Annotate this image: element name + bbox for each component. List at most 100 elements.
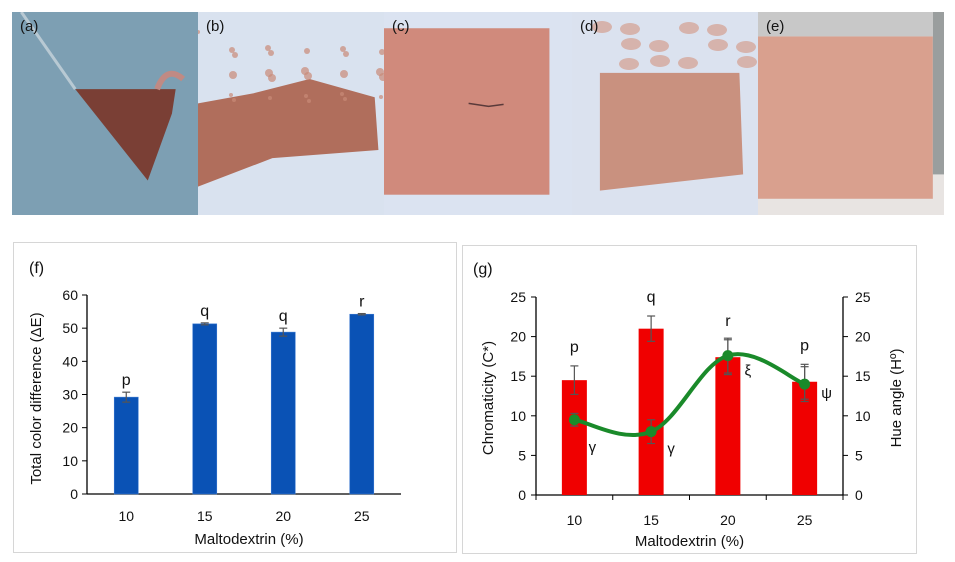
powder-speck [198, 30, 200, 34]
powder-speck [737, 56, 757, 68]
powder-speck [232, 98, 236, 102]
hue-angle-point [645, 426, 657, 438]
significance-letter: r [725, 313, 731, 330]
sample-photo-image [758, 12, 944, 215]
hue-angle-line [572, 352, 807, 438]
chart-total-color-difference: 0 10 20 30 40 50 60 p 10 q 15 q 20 r 25 Maltodextrin (%… [28, 287, 401, 548]
x-tick-label: 25 [354, 508, 370, 524]
y-tick-label: 40 [62, 353, 78, 369]
hue-significance-letter: ψ [821, 385, 832, 402]
sample-photo: (e) [758, 12, 944, 215]
x-tick-label: 10 [118, 508, 134, 524]
powder-speck [620, 23, 640, 35]
panel-label-f: (f) [29, 260, 45, 277]
powder-speck [650, 55, 670, 67]
powder-speck [301, 67, 309, 75]
hue-angle-point [722, 350, 734, 362]
y2-tick-label: 5 [855, 447, 863, 463]
y-tick-label: 10 [62, 453, 78, 469]
chart-panel-chromaticity-hue: (g) 0 5 10 15 20 25 0 5 10 15 20 25 p 10 q 15 r 20 p 25 γ γ ξ ψ… [462, 245, 917, 554]
sample-photo: (c) [384, 12, 572, 215]
powder-speck [379, 95, 383, 99]
crack [468, 102, 504, 108]
significance-letter: p [800, 337, 809, 354]
powder-speck [268, 96, 272, 100]
y-tick-label: 0 [518, 487, 526, 503]
bar [270, 331, 296, 495]
powder-speck [708, 39, 728, 51]
x-tick-label: 15 [643, 512, 659, 528]
x-tick-label: 10 [567, 512, 583, 528]
powder-speck [304, 48, 310, 54]
significance-letter: q [647, 289, 656, 306]
y-tick-label: 5 [518, 447, 526, 463]
y-tick-label: 30 [62, 387, 78, 403]
x-tick-label: 20 [275, 508, 291, 524]
x-tick-label: 15 [197, 508, 213, 524]
powder-speck [736, 41, 756, 53]
y-tick-label: 50 [62, 320, 78, 336]
hue-significance-letter: γ [667, 441, 675, 458]
powder-speck [229, 47, 235, 53]
x-axis-title: Maltodextrin (%) [194, 531, 303, 548]
y-tick-label: 60 [62, 287, 78, 303]
photo-label: (e) [766, 18, 785, 35]
sample-photo-image [12, 12, 198, 215]
panel-label-g: (g) [473, 261, 493, 278]
powder-speck [340, 92, 344, 96]
bar [192, 323, 218, 495]
sample-photo-image [198, 12, 384, 215]
hue-significance-letter: γ [589, 439, 597, 456]
powder-speck [379, 49, 384, 55]
powder-speck [376, 68, 384, 76]
bag-fold [154, 70, 186, 91]
powder-cone [75, 89, 176, 181]
powder-fill [758, 36, 933, 199]
y-tick-label: 15 [510, 368, 526, 384]
powder-speck [678, 57, 698, 69]
sample-photo-image [384, 12, 572, 215]
sample-photo: (d) [572, 12, 758, 215]
powder-speck [343, 51, 349, 57]
x-tick-label: 25 [797, 512, 813, 528]
sample-photo-image [572, 12, 758, 215]
photo-label: (a) [20, 18, 39, 35]
powder-speck [265, 69, 273, 77]
bar [113, 396, 139, 495]
y-tick-label: 20 [62, 420, 78, 436]
bag-edge [20, 12, 77, 90]
significance-letter: q [200, 303, 209, 320]
y2-tick-label: 15 [855, 368, 871, 384]
sample-photo: (b) [198, 12, 384, 215]
powder-speck [304, 94, 308, 98]
significance-letter: p [122, 372, 131, 389]
powder-speck [621, 38, 641, 50]
bag-top [758, 12, 933, 37]
powder-speck [232, 52, 238, 58]
background-edge [932, 12, 944, 175]
y2-tick-label: 20 [855, 329, 871, 345]
y2-tick-label: 25 [855, 289, 871, 305]
chart-panel-total-color-difference: (f) 0 10 20 30 40 50 60 p 10 q 15 q 20 r 25 Maltodextri… [13, 242, 457, 553]
powder-speck [268, 50, 274, 56]
powder-speck [265, 45, 271, 51]
bar [349, 313, 375, 495]
y2-axis-title: Hue angle (Hº) [888, 349, 905, 448]
sample-photo: (a) [12, 12, 198, 215]
y2-tick-label: 10 [855, 408, 871, 424]
powder-speck [229, 93, 233, 97]
hue-angle-point [799, 378, 811, 390]
bar [561, 380, 587, 495]
powder-speck [679, 22, 699, 34]
powder-speck [340, 70, 348, 78]
powder-fill [198, 78, 379, 187]
powder-speck [229, 71, 237, 79]
powder-speck [343, 97, 347, 101]
y-tick-label: 0 [70, 486, 78, 502]
y2-tick-label: 0 [855, 487, 863, 503]
powder-fill [599, 72, 744, 191]
photo-label: (d) [580, 18, 599, 35]
powder-speck [340, 46, 346, 52]
x-axis-title: Maltodextrin (%) [635, 533, 744, 550]
hue-angle-point [568, 414, 580, 426]
